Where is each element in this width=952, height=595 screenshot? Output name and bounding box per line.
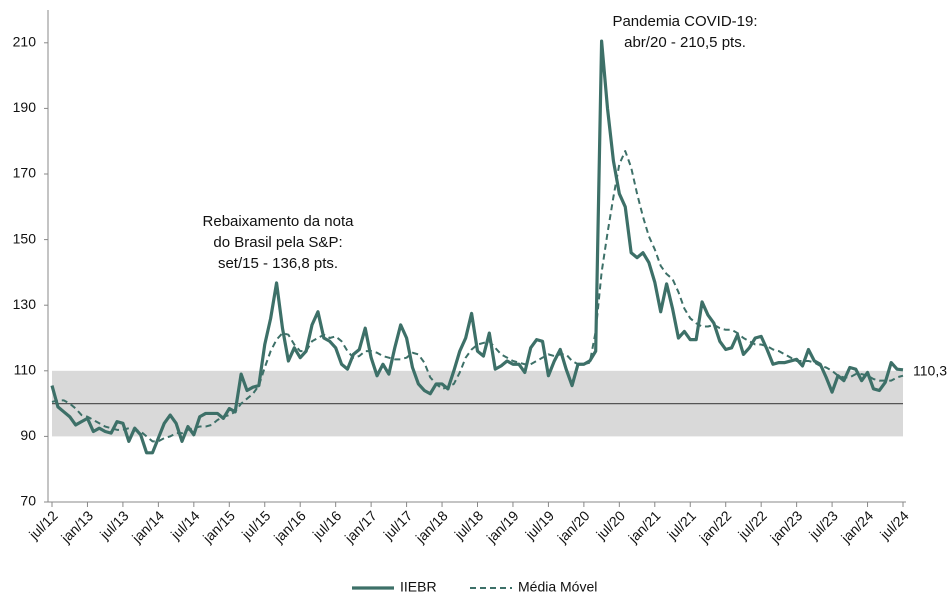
x-tick-label: jul/22: [734, 507, 770, 543]
legend-label: IIEBR: [400, 579, 437, 595]
y-tick-label: 130: [13, 296, 37, 312]
annotation: Pandemia COVID-19:: [612, 13, 757, 30]
y-tick-label: 150: [13, 230, 37, 246]
x-tick-label: jul/19: [521, 507, 557, 543]
x-tick-label: jan/18: [412, 507, 451, 546]
x-tick-label: jul/13: [96, 507, 132, 543]
x-tick-label: jul/23: [805, 507, 841, 543]
y-tick-label: 170: [13, 165, 37, 181]
y-tick-label: 70: [20, 493, 36, 509]
x-tick-label: jul/17: [380, 507, 416, 543]
y-tick-label: 210: [13, 34, 37, 50]
x-tick-label: jan/16: [270, 507, 309, 546]
x-tick-label: jan/23: [766, 507, 805, 546]
y-tick-label: 190: [13, 99, 37, 115]
x-tick-label: jul/16: [309, 507, 345, 543]
x-tick-label: jan/22: [695, 507, 734, 546]
x-tick-label: jan/20: [554, 507, 593, 546]
x-tick-label: jul/21: [663, 507, 699, 543]
y-tick-label: 110: [14, 362, 37, 378]
x-tick-label: jul/14: [167, 507, 203, 543]
series-line: [51, 150, 904, 443]
x-tick-label: jul/12: [25, 507, 61, 543]
x-tick-label: jul/18: [451, 507, 487, 543]
x-tick-label: jan/13: [57, 507, 96, 546]
series-line: [50, 39, 904, 455]
annotation: Rebaixamento da nota: [203, 213, 355, 230]
x-tick-label: jul/20: [592, 507, 628, 543]
x-tick-label: jan/24: [837, 507, 876, 546]
x-tick-label: jan/21: [625, 507, 664, 546]
y-tick-label: 90: [20, 427, 36, 443]
annotation: do Brasil pela S&P:: [213, 234, 342, 251]
x-tick-label: jan/14: [128, 507, 167, 546]
x-tick-label: jan/15: [199, 507, 238, 546]
end-label: 110,3: [913, 363, 947, 379]
x-tick-label: jul/24: [876, 507, 912, 543]
x-tick-label: jul/15: [238, 507, 274, 543]
x-tick-label: jan/17: [341, 507, 380, 546]
legend-label: Média Móvel: [518, 579, 597, 595]
annotation: abr/20 - 210,5 pts.: [624, 34, 746, 51]
x-tick-label: jan/19: [483, 507, 522, 546]
annotation: set/15 - 136,8 pts.: [218, 255, 338, 272]
